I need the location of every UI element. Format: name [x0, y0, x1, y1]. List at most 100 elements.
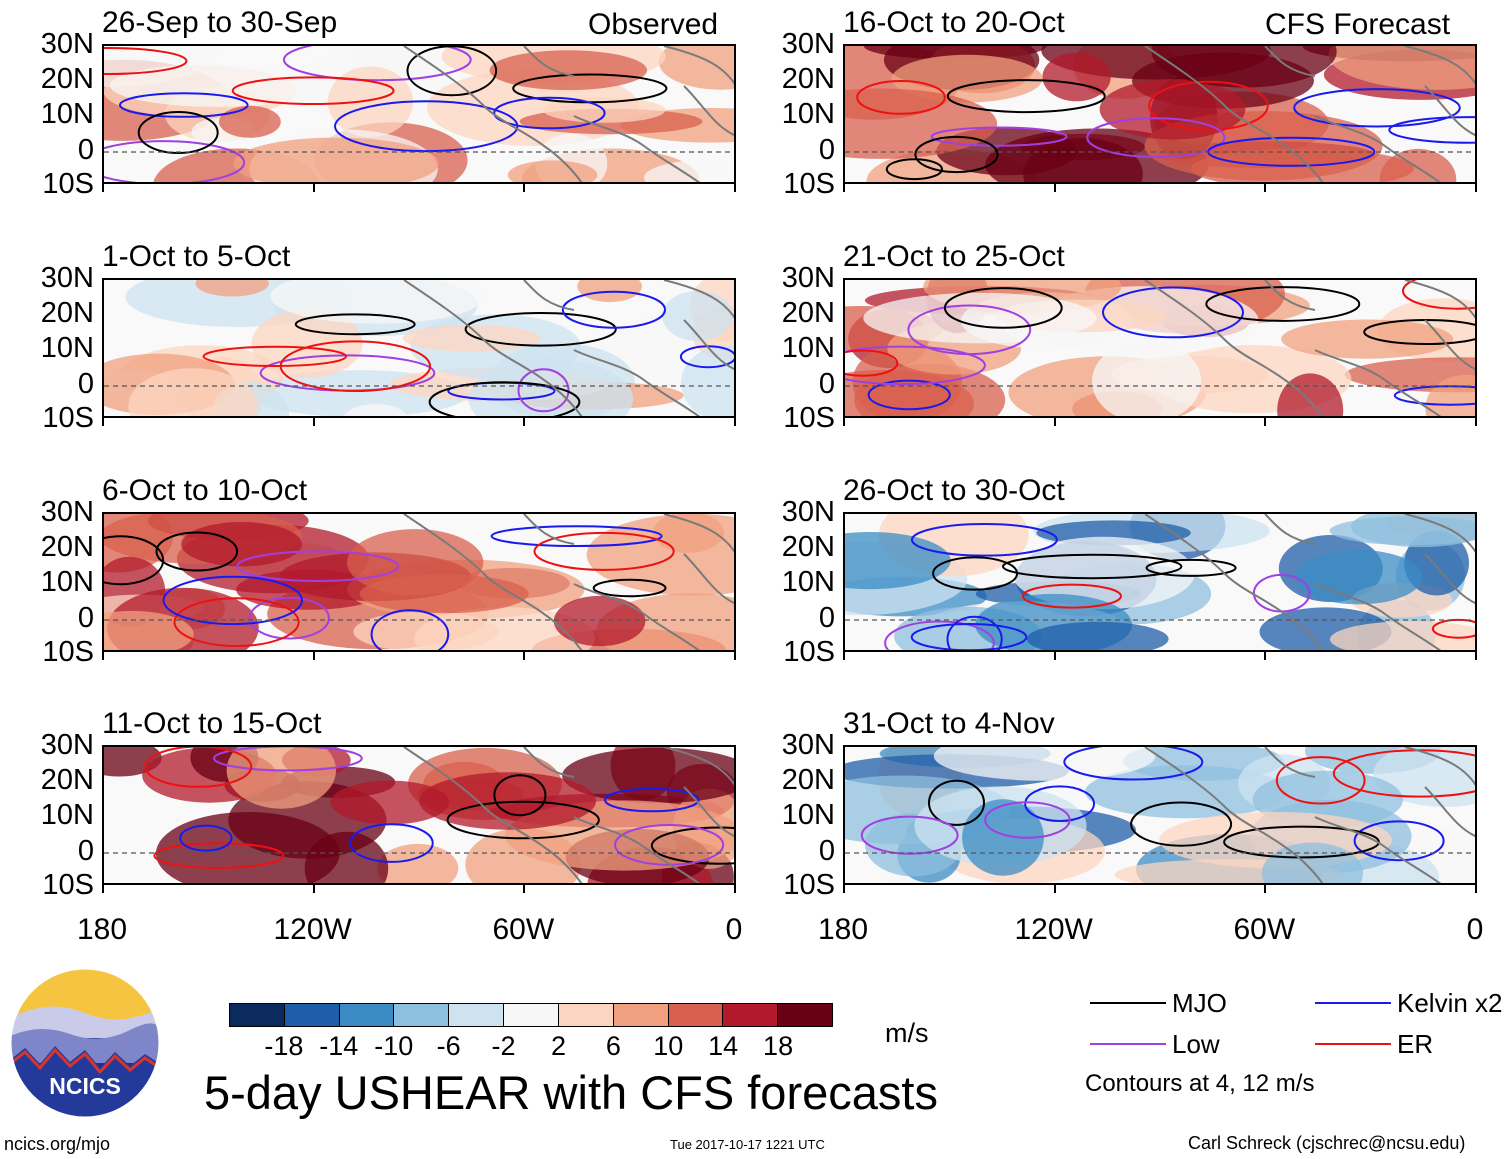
- latitude-label: 30N: [781, 262, 835, 294]
- latitude-label: 20N: [781, 531, 835, 563]
- axis-tick: [843, 885, 845, 893]
- axis-tick: [523, 885, 526, 893]
- shear-map-panel: [843, 44, 1477, 184]
- latitude-label: 0: [77, 368, 94, 400]
- colorbar-tick: 18: [763, 1031, 794, 1061]
- longitude-label: 60W: [492, 913, 555, 946]
- axis-tick: [312, 652, 315, 660]
- latitude-label: 30N: [40, 496, 94, 528]
- axis-tick: [1264, 418, 1267, 426]
- axis-tick: [312, 418, 315, 426]
- axis-tick: [523, 184, 526, 192]
- colorbar-swatch: [230, 1004, 285, 1026]
- axis-tick: [1053, 652, 1056, 660]
- legend-label: Kelvin x2: [1397, 988, 1503, 1018]
- latitude-label: 10N: [781, 566, 835, 598]
- colorbar-swatch: [778, 1004, 832, 1026]
- latitude-label: 20N: [40, 63, 94, 95]
- colorbar-swatch: [558, 1004, 614, 1026]
- latitude-label: 30N: [781, 496, 835, 528]
- latitude-label: 10S: [42, 869, 94, 901]
- axis-tick: [1264, 885, 1267, 893]
- latitude-label: 10N: [40, 332, 94, 364]
- footer-url[interactable]: ncics.org/mjo: [4, 1134, 111, 1154]
- latitude-label: 30N: [781, 729, 835, 761]
- latitude-label: 30N: [40, 262, 94, 294]
- colorbar-swatch: [668, 1004, 724, 1026]
- shear-map-panel: [843, 745, 1477, 885]
- latitude-label: 0: [77, 134, 94, 166]
- colorbar-swatch: [339, 1004, 395, 1026]
- axis-tick: [1475, 885, 1477, 893]
- colorbar-tick: -6: [436, 1031, 461, 1061]
- axis-tick: [1264, 184, 1267, 192]
- shear-map-panel: [102, 512, 736, 652]
- axis-tick: [1264, 652, 1267, 660]
- legend-line: [1090, 1043, 1166, 1045]
- latitude-label: 10N: [40, 799, 94, 831]
- axis-tick: [843, 652, 845, 660]
- colorbar-swatch: [504, 1004, 559, 1026]
- shear-map-panel: [102, 278, 736, 418]
- latitude-label: 0: [77, 835, 94, 867]
- latitude-label: 0: [818, 602, 835, 634]
- longitude-label: 120W: [1014, 913, 1093, 946]
- observed-label: Observed: [588, 8, 719, 41]
- colorbar-tick: 10: [653, 1031, 684, 1061]
- axis-tick: [102, 885, 104, 893]
- legend-note: Contours at 4, 12 m/s: [1085, 1070, 1315, 1097]
- colorbar-tick: 2: [550, 1031, 566, 1061]
- axis-tick: [843, 184, 845, 192]
- latitude-label: 10N: [781, 799, 835, 831]
- longitude-label: 0: [725, 913, 743, 946]
- legend-line: [1315, 1043, 1391, 1045]
- colorbar-swatch: [284, 1004, 340, 1026]
- colorbar: [229, 1003, 833, 1027]
- colorbar-tick: 14: [708, 1031, 739, 1061]
- latitude-label: 10S: [783, 869, 835, 901]
- latitude-label: 20N: [40, 297, 94, 329]
- axis-tick: [1475, 652, 1477, 660]
- panel-title: 16-Oct to 20-Oct: [843, 6, 1065, 39]
- axis-tick: [102, 652, 104, 660]
- latitude-label: 10S: [783, 168, 835, 200]
- shear-map-panel: [102, 745, 736, 885]
- latitude-label: 30N: [40, 28, 94, 60]
- longitude-label: 60W: [1233, 913, 1296, 946]
- axis-tick: [102, 184, 104, 192]
- figure-title: 5-day USHEAR with CFS forecasts: [204, 1066, 938, 1119]
- colorbar-swatch: [723, 1004, 779, 1026]
- axis-tick: [523, 652, 526, 660]
- logo-text: NCICS: [49, 1073, 121, 1099]
- axis-tick: [312, 184, 315, 192]
- latitude-label: 10S: [783, 402, 835, 434]
- latitude-label: 0: [77, 602, 94, 634]
- panel-title: 26-Oct to 30-Oct: [843, 474, 1065, 507]
- latitude-label: 20N: [40, 764, 94, 796]
- colorbar-tick: -10: [374, 1031, 414, 1061]
- longitude-label: 0: [1466, 913, 1484, 946]
- latitude-label: 20N: [781, 297, 835, 329]
- colorbar-tick: -18: [264, 1031, 304, 1061]
- footer-timestamp: Tue 2017-10-17 1221 UTC: [670, 1137, 825, 1152]
- latitude-label: 10N: [781, 98, 835, 130]
- panel-title: 21-Oct to 25-Oct: [843, 240, 1065, 273]
- latitude-label: 10N: [40, 98, 94, 130]
- shear-map-panel: [843, 278, 1477, 418]
- latitude-label: 0: [818, 368, 835, 400]
- axis-tick: [312, 885, 315, 893]
- footer-author: Carl Schreck (cjschrec@ncsu.edu): [1188, 1133, 1466, 1153]
- colorbar-tick: 6: [605, 1031, 621, 1061]
- axis-tick: [1053, 184, 1056, 192]
- latitude-label: 10S: [783, 636, 835, 668]
- colorbar-unit: m/s: [885, 1018, 929, 1048]
- panel-title: 11-Oct to 15-Oct: [102, 707, 322, 740]
- latitude-label: 10N: [40, 566, 94, 598]
- latitude-label: 10S: [42, 402, 94, 434]
- axis-tick: [734, 184, 736, 192]
- panel-title: 1-Oct to 5-Oct: [102, 240, 291, 273]
- latitude-label: 20N: [781, 63, 835, 95]
- latitude-label: 30N: [40, 729, 94, 761]
- longitude-label: 120W: [273, 913, 352, 946]
- panel-title: 6-Oct to 10-Oct: [102, 474, 308, 507]
